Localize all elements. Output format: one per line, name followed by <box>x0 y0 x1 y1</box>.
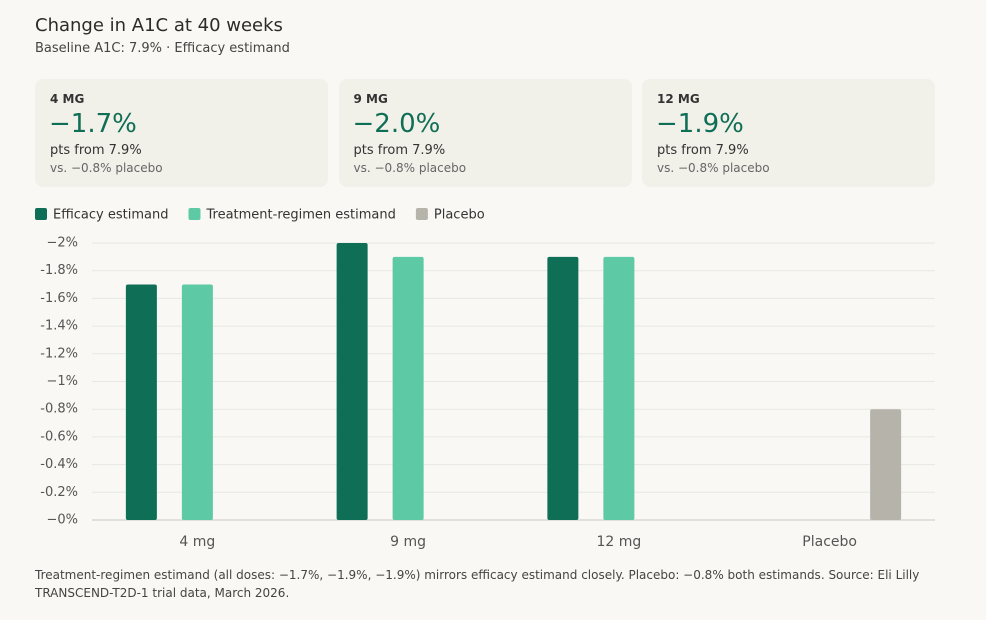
card-note: vs. −0.8% placebo <box>353 161 467 175</box>
bar <box>870 409 902 520</box>
legend-label: Placebo <box>434 208 485 223</box>
bar <box>125 284 157 520</box>
footnote: Treatment-regimen estimand (all doses: −… <box>35 568 920 600</box>
card-value: −2.0% <box>352 109 441 139</box>
bar <box>547 256 579 520</box>
card-label: 4 MG <box>50 92 85 106</box>
y-tick-label: −0% <box>46 513 78 528</box>
y-tick-label: -0.4% <box>40 457 78 472</box>
y-tick-label: -1.8% <box>40 263 78 278</box>
legend-swatch <box>35 208 47 220</box>
card-value: −1.9% <box>656 109 744 139</box>
card-value: −1.7% <box>49 109 137 139</box>
y-tick-label: -1.6% <box>40 291 78 306</box>
y-tick-label: -0.6% <box>40 429 78 444</box>
legend-swatch <box>415 208 428 220</box>
card-sub: pts from 7.9% <box>50 143 142 158</box>
card-sub: pts from 7.9% <box>657 143 749 158</box>
bar <box>336 243 368 520</box>
y-tick-label: -1.2% <box>40 346 78 361</box>
x-tick-label: 12 mg <box>596 534 641 550</box>
x-tick-label: Placebo <box>802 534 857 550</box>
x-tick-label: 4 mg <box>179 534 215 550</box>
y-tick-label: -0.8% <box>40 402 78 417</box>
card-sub: pts from 7.9% <box>353 143 446 158</box>
legend-label: Efficacy estimand <box>53 208 168 223</box>
y-tick-label: -0.2% <box>40 485 78 500</box>
stat-card: 12 MG −1.9% pts from 7.9% vs. −0.8% placebo <box>642 79 935 187</box>
bar <box>392 256 424 520</box>
legend-swatch <box>188 208 201 220</box>
y-tick-label: −1% <box>46 374 78 389</box>
y-tick-label: −2% <box>46 236 78 251</box>
card-label: 9 MG <box>353 92 388 106</box>
title: Change in A1C at 40 weeks <box>35 15 283 36</box>
card-label: 12 MG <box>657 92 700 106</box>
stat-card: 4 MG −1.7% pts from 7.9% vs. −0.8% placebo <box>35 79 328 187</box>
x-tick-label: 9 mg <box>390 534 426 550</box>
bar <box>181 284 213 520</box>
subtitle: Baseline A1C: 7.9% · Efficacy estimand <box>35 41 290 56</box>
card-note: vs. −0.8% placebo <box>657 161 770 175</box>
card-note: vs. −0.8% placebo <box>50 161 163 175</box>
chart: Efficacy estimand Treatment-regimen estim… <box>35 208 935 550</box>
stat-card: 9 MG −2.0% pts from 7.9% vs. −0.8% placebo <box>338 79 632 187</box>
legend-label: Treatment-regimen estimand <box>205 208 395 223</box>
bar <box>603 256 635 520</box>
y-tick-label: -1.4% <box>40 319 78 334</box>
